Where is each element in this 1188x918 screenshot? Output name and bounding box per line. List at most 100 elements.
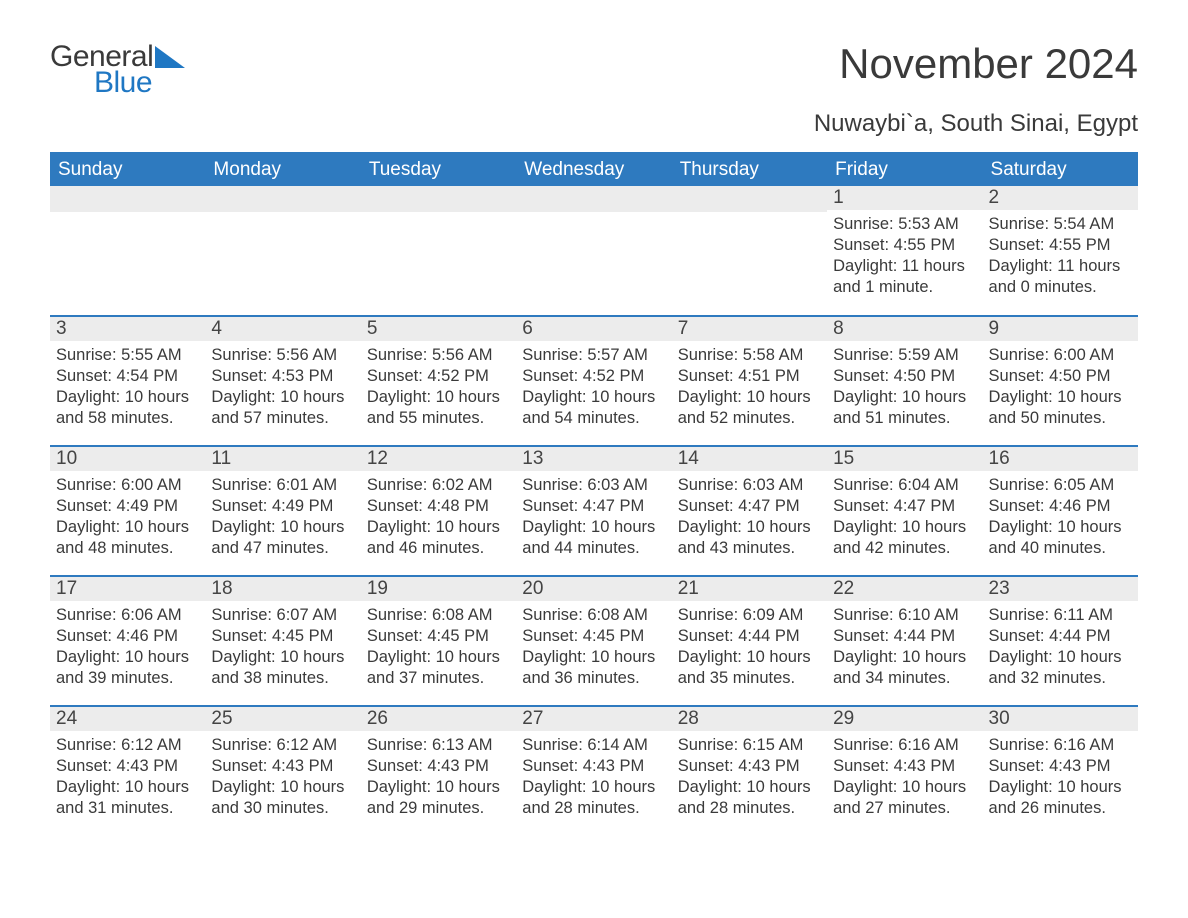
sunset-text: Sunset: 4:43 PM bbox=[367, 756, 510, 777]
daylight-text-2: and 37 minutes. bbox=[367, 668, 510, 689]
daylight-text-2: and 38 minutes. bbox=[211, 668, 354, 689]
sunset-text: Sunset: 4:46 PM bbox=[989, 496, 1132, 517]
daylight-text-1: Daylight: 10 hours bbox=[678, 517, 821, 538]
daylight-text-1: Daylight: 10 hours bbox=[833, 647, 976, 668]
day-number: 27 bbox=[516, 707, 671, 731]
sunrise-text: Sunrise: 5:58 AM bbox=[678, 345, 821, 366]
day-details: Sunrise: 6:12 AMSunset: 4:43 PMDaylight:… bbox=[205, 731, 360, 825]
sunset-text: Sunset: 4:47 PM bbox=[678, 496, 821, 517]
calendar-day-cell: 20Sunrise: 6:08 AMSunset: 4:45 PMDayligh… bbox=[516, 576, 671, 706]
calendar-week-row: 10Sunrise: 6:00 AMSunset: 4:49 PMDayligh… bbox=[50, 446, 1138, 576]
day-number: 18 bbox=[205, 577, 360, 601]
day-number: 16 bbox=[983, 447, 1138, 471]
day-details: Sunrise: 6:08 AMSunset: 4:45 PMDaylight:… bbox=[361, 601, 516, 695]
daylight-text-1: Daylight: 10 hours bbox=[833, 517, 976, 538]
day-details: Sunrise: 6:01 AMSunset: 4:49 PMDaylight:… bbox=[205, 471, 360, 565]
sunset-text: Sunset: 4:45 PM bbox=[211, 626, 354, 647]
sunset-text: Sunset: 4:46 PM bbox=[56, 626, 199, 647]
sunrise-text: Sunrise: 5:57 AM bbox=[522, 345, 665, 366]
daylight-text-1: Daylight: 10 hours bbox=[989, 777, 1132, 798]
empty-day bbox=[516, 186, 671, 212]
title-block: November 2024 bbox=[839, 40, 1138, 88]
sunset-text: Sunset: 4:49 PM bbox=[211, 496, 354, 517]
sunrise-text: Sunrise: 6:13 AM bbox=[367, 735, 510, 756]
day-details: Sunrise: 5:54 AMSunset: 4:55 PMDaylight:… bbox=[983, 210, 1138, 304]
daylight-text-1: Daylight: 10 hours bbox=[833, 777, 976, 798]
day-number: 26 bbox=[361, 707, 516, 731]
sunset-text: Sunset: 4:49 PM bbox=[56, 496, 199, 517]
day-number: 15 bbox=[827, 447, 982, 471]
sunrise-text: Sunrise: 5:59 AM bbox=[833, 345, 976, 366]
day-details: Sunrise: 6:11 AMSunset: 4:44 PMDaylight:… bbox=[983, 601, 1138, 695]
day-number: 24 bbox=[50, 707, 205, 731]
daylight-text-2: and 29 minutes. bbox=[367, 798, 510, 819]
sunset-text: Sunset: 4:43 PM bbox=[678, 756, 821, 777]
calendar-day-cell: 21Sunrise: 6:09 AMSunset: 4:44 PMDayligh… bbox=[672, 576, 827, 706]
daylight-text-1: Daylight: 10 hours bbox=[367, 387, 510, 408]
weekday-header: Friday bbox=[827, 153, 982, 186]
month-title: November 2024 bbox=[839, 40, 1138, 88]
sunrise-text: Sunrise: 6:14 AM bbox=[522, 735, 665, 756]
sunrise-text: Sunrise: 6:03 AM bbox=[678, 475, 821, 496]
calendar-day-cell: 23Sunrise: 6:11 AMSunset: 4:44 PMDayligh… bbox=[983, 576, 1138, 706]
daylight-text-2: and 46 minutes. bbox=[367, 538, 510, 559]
empty-day bbox=[50, 186, 205, 212]
sunrise-text: Sunrise: 5:55 AM bbox=[56, 345, 199, 366]
day-number: 23 bbox=[983, 577, 1138, 601]
day-details: Sunrise: 6:06 AMSunset: 4:46 PMDaylight:… bbox=[50, 601, 205, 695]
sunrise-text: Sunrise: 6:05 AM bbox=[989, 475, 1132, 496]
daylight-text-1: Daylight: 10 hours bbox=[833, 387, 976, 408]
sunset-text: Sunset: 4:45 PM bbox=[367, 626, 510, 647]
day-number: 11 bbox=[205, 447, 360, 471]
calendar-day-cell: 5Sunrise: 5:56 AMSunset: 4:52 PMDaylight… bbox=[361, 316, 516, 446]
calendar-day-cell bbox=[672, 186, 827, 316]
weekday-header: Monday bbox=[205, 153, 360, 186]
day-number: 25 bbox=[205, 707, 360, 731]
calendar-day-cell bbox=[361, 186, 516, 316]
daylight-text-1: Daylight: 10 hours bbox=[989, 647, 1132, 668]
daylight-text-2: and 47 minutes. bbox=[211, 538, 354, 559]
sunset-text: Sunset: 4:45 PM bbox=[522, 626, 665, 647]
day-number: 21 bbox=[672, 577, 827, 601]
empty-day bbox=[361, 186, 516, 212]
sunrise-text: Sunrise: 5:56 AM bbox=[211, 345, 354, 366]
sunset-text: Sunset: 4:43 PM bbox=[211, 756, 354, 777]
weekday-header: Saturday bbox=[983, 153, 1138, 186]
day-details: Sunrise: 6:13 AMSunset: 4:43 PMDaylight:… bbox=[361, 731, 516, 825]
day-details: Sunrise: 6:02 AMSunset: 4:48 PMDaylight:… bbox=[361, 471, 516, 565]
sunrise-text: Sunrise: 6:02 AM bbox=[367, 475, 510, 496]
daylight-text-2: and 39 minutes. bbox=[56, 668, 199, 689]
calendar-day-cell: 1Sunrise: 5:53 AMSunset: 4:55 PMDaylight… bbox=[827, 186, 982, 316]
calendar-day-cell: 29Sunrise: 6:16 AMSunset: 4:43 PMDayligh… bbox=[827, 706, 982, 836]
calendar-day-cell: 30Sunrise: 6:16 AMSunset: 4:43 PMDayligh… bbox=[983, 706, 1138, 836]
calendar-day-cell: 16Sunrise: 6:05 AMSunset: 4:46 PMDayligh… bbox=[983, 446, 1138, 576]
daylight-text-2: and 52 minutes. bbox=[678, 408, 821, 429]
calendar-day-cell: 3Sunrise: 5:55 AMSunset: 4:54 PMDaylight… bbox=[50, 316, 205, 446]
daylight-text-1: Daylight: 10 hours bbox=[522, 387, 665, 408]
daylight-text-1: Daylight: 10 hours bbox=[367, 517, 510, 538]
day-details: Sunrise: 5:56 AMSunset: 4:53 PMDaylight:… bbox=[205, 341, 360, 435]
sunset-text: Sunset: 4:44 PM bbox=[833, 626, 976, 647]
calendar-day-cell: 11Sunrise: 6:01 AMSunset: 4:49 PMDayligh… bbox=[205, 446, 360, 576]
day-number: 12 bbox=[361, 447, 516, 471]
day-details: Sunrise: 5:59 AMSunset: 4:50 PMDaylight:… bbox=[827, 341, 982, 435]
daylight-text-2: and 40 minutes. bbox=[989, 538, 1132, 559]
sunset-text: Sunset: 4:50 PM bbox=[833, 366, 976, 387]
day-details: Sunrise: 6:00 AMSunset: 4:49 PMDaylight:… bbox=[50, 471, 205, 565]
weekday-header: Thursday bbox=[672, 153, 827, 186]
logo-text-blue: Blue bbox=[94, 66, 153, 100]
sunset-text: Sunset: 4:44 PM bbox=[678, 626, 821, 647]
daylight-text-1: Daylight: 11 hours bbox=[833, 256, 976, 277]
calendar-day-cell: 19Sunrise: 6:08 AMSunset: 4:45 PMDayligh… bbox=[361, 576, 516, 706]
calendar-day-cell: 9Sunrise: 6:00 AMSunset: 4:50 PMDaylight… bbox=[983, 316, 1138, 446]
calendar-day-cell: 22Sunrise: 6:10 AMSunset: 4:44 PMDayligh… bbox=[827, 576, 982, 706]
calendar-day-cell bbox=[516, 186, 671, 316]
daylight-text-2: and 28 minutes. bbox=[522, 798, 665, 819]
calendar-day-cell: 26Sunrise: 6:13 AMSunset: 4:43 PMDayligh… bbox=[361, 706, 516, 836]
day-details: Sunrise: 5:58 AMSunset: 4:51 PMDaylight:… bbox=[672, 341, 827, 435]
sunrise-text: Sunrise: 6:10 AM bbox=[833, 605, 976, 626]
daylight-text-1: Daylight: 10 hours bbox=[56, 777, 199, 798]
calendar-day-cell: 13Sunrise: 6:03 AMSunset: 4:47 PMDayligh… bbox=[516, 446, 671, 576]
day-details: Sunrise: 6:16 AMSunset: 4:43 PMDaylight:… bbox=[983, 731, 1138, 825]
daylight-text-2: and 42 minutes. bbox=[833, 538, 976, 559]
